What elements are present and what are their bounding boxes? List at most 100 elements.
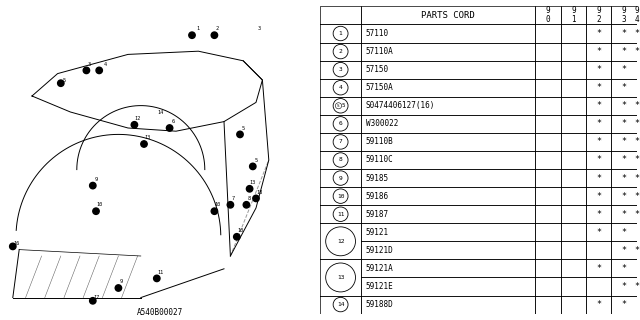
Text: *: *: [621, 137, 627, 147]
Circle shape: [131, 122, 138, 128]
Text: S0474406127(16): S0474406127(16): [366, 101, 435, 110]
Text: S: S: [337, 104, 340, 108]
Text: *: *: [621, 65, 627, 74]
Text: *: *: [634, 101, 639, 110]
Text: 5: 5: [63, 77, 65, 83]
Text: *: *: [621, 156, 627, 164]
Text: *: *: [621, 83, 627, 92]
Text: 59121A: 59121A: [366, 264, 394, 273]
Text: 9
0: 9 0: [546, 6, 550, 24]
Text: *: *: [634, 156, 639, 164]
Text: *: *: [634, 47, 639, 56]
Circle shape: [93, 208, 99, 214]
Text: 3: 3: [88, 61, 91, 67]
Text: *: *: [621, 228, 627, 237]
Text: 59121: 59121: [366, 228, 389, 237]
Text: 13: 13: [250, 180, 256, 185]
Text: 2: 2: [339, 49, 342, 54]
Text: 13: 13: [337, 275, 344, 280]
Circle shape: [141, 141, 147, 147]
Text: *: *: [634, 173, 639, 183]
Text: *: *: [621, 47, 627, 56]
Circle shape: [90, 298, 96, 304]
Text: 8: 8: [339, 157, 342, 163]
Text: 57150A: 57150A: [366, 83, 394, 92]
Text: *: *: [621, 173, 627, 183]
Text: 11: 11: [157, 269, 163, 275]
Text: 3: 3: [339, 67, 342, 72]
Text: 59110C: 59110C: [366, 156, 394, 164]
Text: *: *: [634, 29, 639, 38]
Text: *: *: [596, 210, 602, 219]
Text: *: *: [596, 119, 602, 128]
Circle shape: [189, 32, 195, 38]
Text: *: *: [621, 246, 627, 255]
Text: 59121D: 59121D: [366, 246, 394, 255]
Text: *: *: [596, 47, 602, 56]
Text: 7: 7: [339, 140, 342, 144]
Text: 12: 12: [337, 239, 344, 244]
Text: 9
3: 9 3: [622, 6, 627, 24]
Circle shape: [211, 208, 218, 214]
Text: *: *: [596, 29, 602, 38]
Circle shape: [96, 67, 102, 74]
Text: 4: 4: [104, 61, 107, 67]
Text: *: *: [621, 210, 627, 219]
Text: *: *: [596, 264, 602, 273]
Circle shape: [83, 67, 90, 74]
Text: 5: 5: [242, 125, 244, 131]
Circle shape: [211, 32, 218, 38]
Text: 1: 1: [197, 26, 200, 31]
Circle shape: [10, 243, 16, 250]
Text: A540B00027: A540B00027: [137, 308, 183, 317]
Text: *: *: [621, 101, 627, 110]
Text: 11: 11: [337, 212, 344, 217]
Text: *: *: [634, 119, 639, 128]
Text: 6: 6: [339, 121, 342, 126]
Text: 9
2: 9 2: [596, 6, 601, 24]
Circle shape: [243, 202, 250, 208]
Text: 9: 9: [95, 177, 97, 182]
Text: *: *: [621, 29, 627, 38]
Text: *: *: [634, 282, 639, 291]
Text: 14: 14: [157, 109, 163, 115]
Circle shape: [166, 125, 173, 131]
Circle shape: [115, 285, 122, 291]
Text: 8: 8: [248, 196, 251, 201]
Text: *: *: [634, 137, 639, 147]
Text: 59110B: 59110B: [366, 137, 394, 147]
Text: 9: 9: [120, 279, 123, 284]
Text: *: *: [621, 300, 627, 309]
Text: 1: 1: [339, 31, 342, 36]
Text: *: *: [621, 282, 627, 291]
Circle shape: [237, 131, 243, 138]
Text: *: *: [596, 192, 602, 201]
Circle shape: [154, 275, 160, 282]
Text: 59185: 59185: [366, 173, 389, 183]
Text: *: *: [634, 210, 639, 219]
Text: 10: 10: [337, 194, 344, 199]
Circle shape: [250, 163, 256, 170]
Circle shape: [90, 182, 96, 189]
Text: *: *: [596, 173, 602, 183]
Text: 17: 17: [93, 295, 99, 300]
Circle shape: [234, 234, 240, 240]
Text: *: *: [596, 83, 602, 92]
Text: PARTS CORD: PARTS CORD: [421, 11, 475, 20]
Text: 18: 18: [256, 189, 262, 195]
Text: 2: 2: [216, 26, 219, 31]
Text: *: *: [621, 264, 627, 273]
Text: 6: 6: [172, 119, 174, 124]
Text: *: *: [634, 246, 639, 255]
Text: *: *: [596, 156, 602, 164]
Text: *: *: [621, 119, 627, 128]
Circle shape: [58, 80, 64, 86]
Text: 4: 4: [339, 85, 342, 90]
Text: *: *: [634, 192, 639, 201]
Text: 16: 16: [13, 241, 19, 246]
Text: 10: 10: [237, 228, 243, 233]
Text: 57150: 57150: [366, 65, 389, 74]
Circle shape: [253, 195, 259, 202]
Text: 3: 3: [258, 26, 260, 31]
Text: *: *: [596, 65, 602, 74]
